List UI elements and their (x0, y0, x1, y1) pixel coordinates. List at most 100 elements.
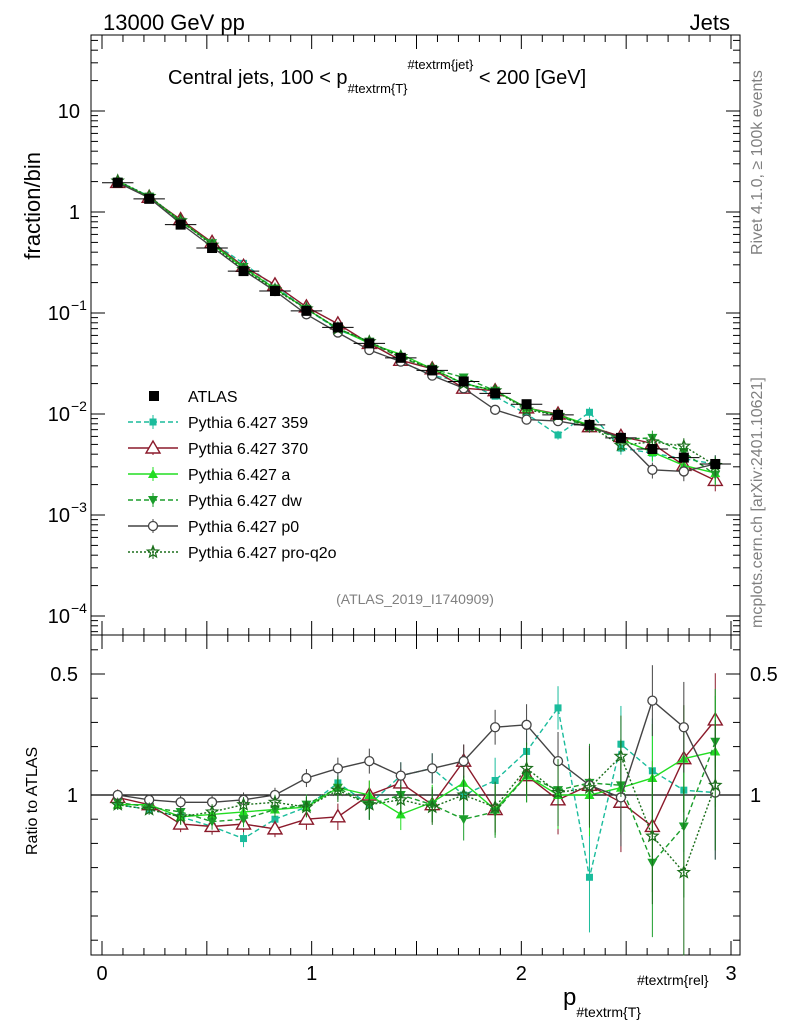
analysis-id-label: (ATLAS_2019_I1740909) (336, 591, 494, 607)
series-ratio-point (141, 801, 157, 816)
ratio-tick-label: 0.5 (50, 664, 78, 686)
series-line (117, 181, 716, 473)
atlas-point (238, 266, 249, 277)
series-6 (110, 173, 723, 956)
ratio-tick-label-right: 1 (750, 785, 761, 807)
legend-label: Pythia 6.427 a (188, 467, 290, 484)
svg-text:p#textrm{T}#textrm{rel}: p#textrm{T}#textrm{rel} (563, 972, 709, 1020)
legend-marker (144, 439, 162, 454)
ratio-tick-label-right: 0.5 (750, 664, 778, 686)
series-ratio-point (240, 835, 248, 843)
legend-entry: Pythia 6.427 dw (128, 493, 302, 510)
ratio-tick-label: 1 (67, 785, 78, 807)
atlas-point (301, 305, 312, 316)
series-ratio-point (207, 817, 218, 827)
header-energy-label: 13000 GeV pp (103, 10, 245, 35)
y-axis-label-ratio: Ratio to ATLAS (24, 747, 41, 855)
legend-entry: Pythia 6.427 pro-q2o (128, 544, 337, 562)
series-ratio-point (676, 864, 692, 879)
atlas-point (615, 432, 626, 443)
y-tick-label: 10 (48, 606, 70, 628)
series-ratio-point (458, 815, 469, 825)
x-tick-label: 0 (96, 963, 107, 985)
rivet-version-label: Rivet 4.1.0, ≥ 100k events (749, 70, 766, 255)
series-ratio-point (456, 787, 471, 802)
atlas-point (395, 352, 406, 363)
legend: ATLAS Pythia 6.427 359 Pythia 6.427 370 Pyt… (128, 389, 337, 562)
series-ratio-point (585, 873, 593, 881)
series-point (585, 408, 593, 416)
series-ratio-line (117, 741, 716, 865)
atlas-point (332, 322, 343, 333)
atlas-point (207, 243, 218, 254)
series-ratio-point (204, 804, 220, 819)
mcplots-label: mcplots.cern.ch [arXiv:2401.10621] (749, 377, 766, 628)
legend-atlas-marker (149, 391, 159, 401)
series-ratio-point (364, 755, 375, 767)
atlas-point (427, 365, 438, 376)
series-ratio-line (117, 706, 716, 878)
legend-entry: Pythia 6.427 370 (128, 439, 308, 458)
series-point (521, 414, 532, 425)
series-ratio-line (117, 699, 716, 803)
series-point (489, 404, 501, 415)
y-tick-label-exponent: −1 (71, 297, 87, 313)
y-tick-label: 10 (48, 505, 70, 527)
atlas-point (458, 376, 469, 387)
legend-label: Pythia 6.427 dw (188, 493, 302, 510)
series-point (678, 466, 689, 477)
atlas-point (112, 177, 123, 188)
atlas-point (678, 452, 689, 463)
series-ratio-point (175, 797, 186, 808)
svg-text:Central jets, 100 < p#textrm{T: Central jets, 100 < p#textrm{T}#textrm{j… (168, 57, 586, 96)
atlas-point (521, 399, 532, 410)
series-ratio-point (393, 792, 409, 807)
series-ratio-point (362, 797, 377, 811)
series-ratio-point (519, 760, 534, 775)
series-ratio-point (424, 799, 440, 814)
series-ratio-line (117, 750, 716, 818)
series-ratio-line (117, 719, 716, 830)
series-ratio-point (173, 809, 188, 823)
series-ratio-point (582, 780, 597, 794)
y-tick-label-exponent: −2 (71, 398, 87, 414)
y-tick-label-exponent: −3 (71, 499, 87, 515)
atlas-point (553, 409, 564, 420)
series-ratio-point (330, 782, 346, 797)
series-ratio-point (395, 770, 406, 781)
series-ratio-point (266, 820, 284, 835)
data-series (102, 173, 731, 956)
series-ratio-point (613, 748, 629, 763)
series-ratio-point (267, 794, 283, 809)
series-ratio-point (678, 722, 689, 733)
atlas-point (175, 219, 186, 230)
legend-entry: Pythia 6.427 p0 (128, 519, 299, 536)
header-jets-label: Jets (690, 10, 730, 35)
series-point (523, 410, 531, 418)
series-ratio-point (427, 763, 438, 774)
series-ratio-point (554, 704, 562, 712)
x-axis-label: p#textrm{T}#textrm{rel} (563, 972, 709, 1020)
series-ratio-point (647, 695, 658, 706)
legend-label: ATLAS (188, 389, 238, 406)
series-ratio-point (458, 755, 469, 767)
legend-label: Pythia 6.427 370 (188, 441, 308, 458)
y-tick-label: 10 (48, 303, 70, 325)
y-tick-label: 10 (58, 101, 80, 123)
legend-marker (148, 496, 158, 505)
y-tick-label-exponent: −4 (71, 600, 87, 616)
atlas-point (269, 286, 280, 297)
atlas-point (584, 419, 595, 430)
y-tick-label: 1 (69, 202, 80, 224)
legend-entry: Pythia 6.427 a (128, 467, 290, 484)
series-ratio-point (238, 815, 249, 825)
series-point (647, 464, 658, 475)
x-tick-label: 3 (725, 963, 736, 985)
series-ratio-point (329, 808, 347, 823)
legend-label: Pythia 6.427 pro-q2o (188, 545, 337, 562)
plot-title: Central jets, 100 < p#textrm{T}#textrm{j… (168, 57, 586, 96)
series-ratio-point (491, 776, 499, 784)
series-point (613, 437, 629, 452)
